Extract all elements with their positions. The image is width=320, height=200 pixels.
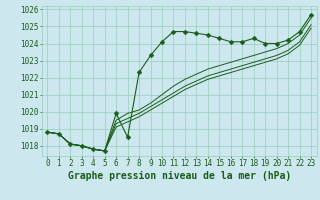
X-axis label: Graphe pression niveau de la mer (hPa): Graphe pression niveau de la mer (hPa)	[68, 171, 291, 181]
